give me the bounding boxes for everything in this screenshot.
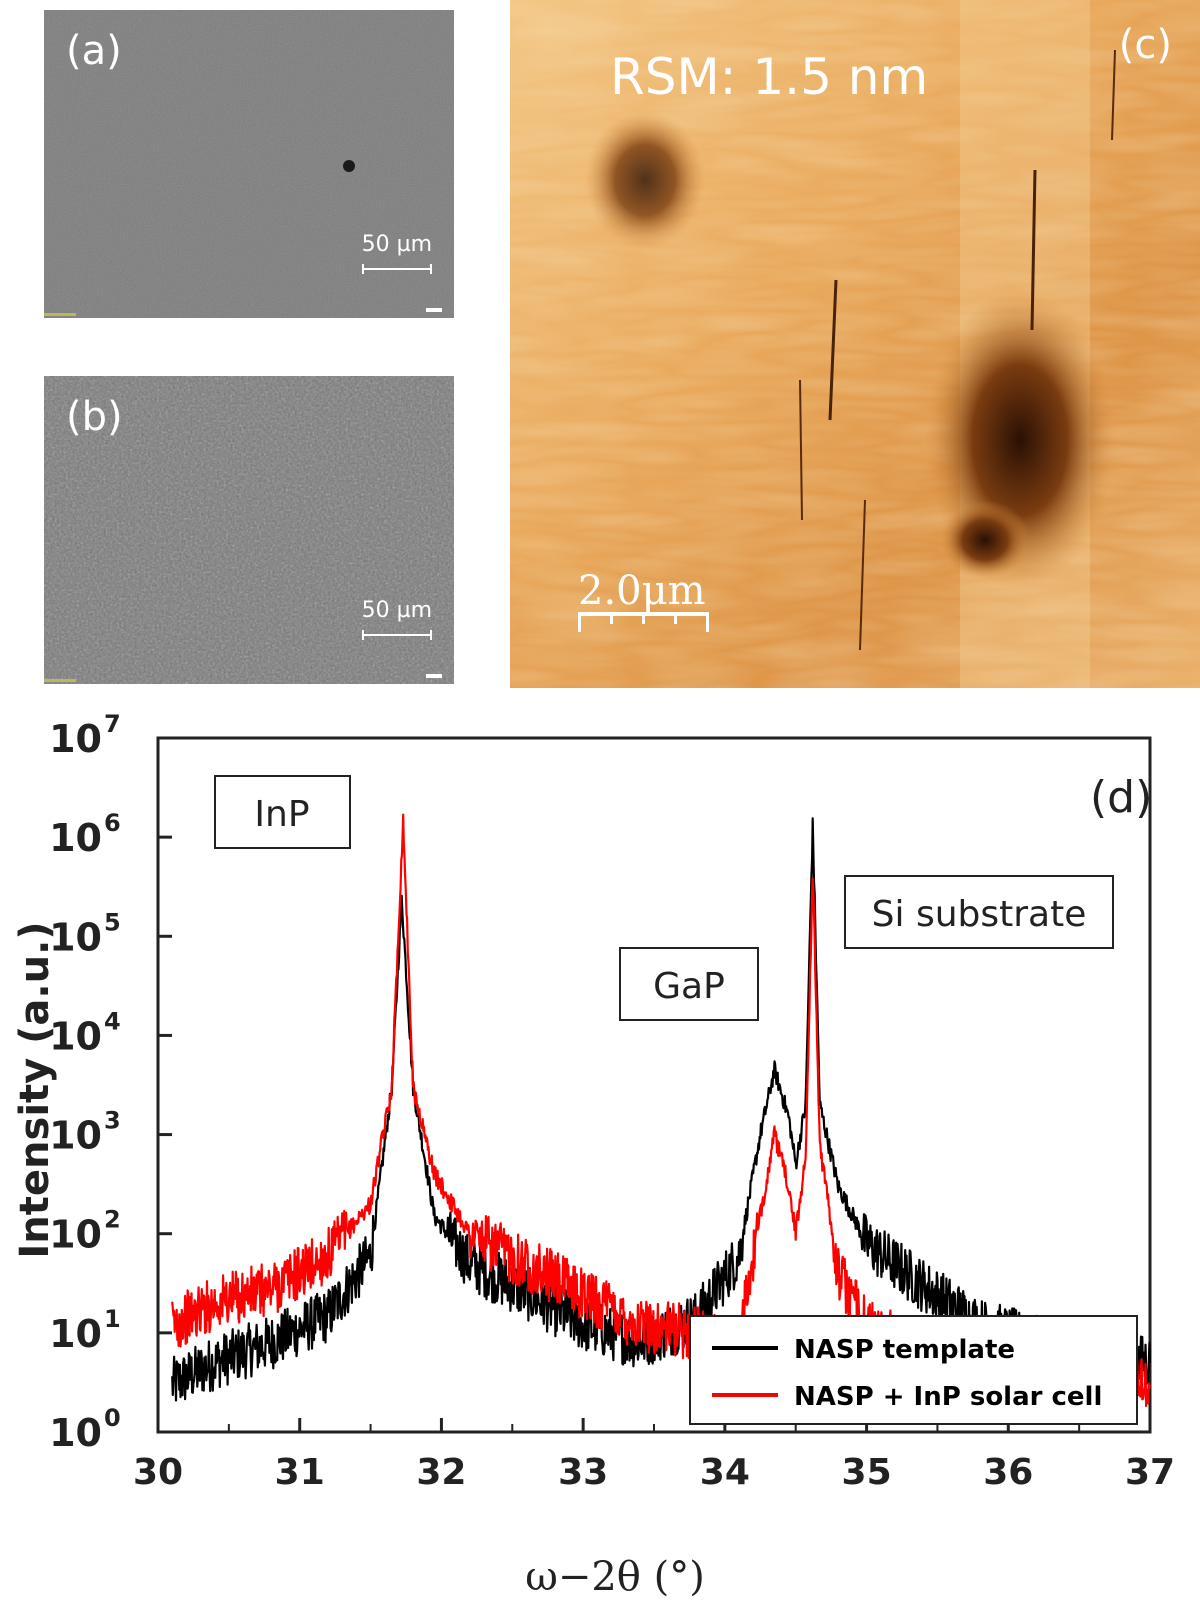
annotation-box — [844, 875, 1114, 949]
scale-bar-tick — [642, 612, 645, 624]
y-tick-label: 10 — [49, 717, 102, 761]
x-tick-label: 33 — [558, 1452, 608, 1493]
scale-bar-label-c: 2.0μm — [578, 568, 706, 614]
scale-bar-b — [362, 630, 432, 640]
annotation-text: InP — [254, 794, 309, 835]
scale-bar-tick — [706, 612, 709, 632]
scale-bar-tick — [578, 612, 581, 632]
sem-texture-a — [44, 10, 454, 318]
annotation-text: GaP — [653, 966, 725, 1007]
x-tick-label: 37 — [1125, 1452, 1175, 1493]
x-tick-label: 30 — [133, 1452, 183, 1493]
y-tick-exponent: 1 — [104, 1305, 121, 1333]
y-tick-label: 10 — [49, 816, 102, 860]
annotation-box — [619, 947, 759, 1021]
sem-image-b: (b) 50 µm — [44, 376, 454, 684]
annotation-inp: InP — [214, 775, 351, 849]
annotation-gap: GaP — [619, 947, 759, 1021]
y-tick-label: 10 — [49, 1114, 102, 1158]
sem-footer-marker-b — [44, 679, 76, 682]
scale-bar-label-a: 50 µm — [361, 232, 432, 257]
y-tick-exponent: 5 — [104, 908, 121, 936]
panel-label-c: (c) — [1118, 22, 1172, 68]
y-tick-exponent: 6 — [104, 809, 121, 837]
x-axis-label: ω−2θ (°) — [525, 1554, 705, 1600]
legend-label: NASP + InP solar cell — [794, 1382, 1102, 1412]
y-tick-exponent: 3 — [104, 1107, 121, 1135]
afm-topography — [510, 0, 1200, 688]
scale-bar-tick — [674, 612, 677, 624]
sem-footer-marker-a — [44, 313, 76, 316]
legend: NASP template NASP + InP solar cell — [689, 1315, 1138, 1425]
x-tick-label: 34 — [700, 1452, 750, 1493]
sem-footer-tick-a — [426, 308, 442, 312]
panel-label-d: (d) — [1090, 772, 1152, 823]
y-tick-label: 10 — [49, 1213, 102, 1257]
panel-label-a: (a) — [66, 28, 122, 74]
y-tick-label: 10 — [49, 915, 102, 959]
y-tick-exponent: 2 — [104, 1206, 121, 1234]
scale-bar-label-b: 50 µm — [361, 598, 432, 623]
sem-image-a: (a) 50 µm — [44, 10, 454, 318]
roughness-label: RSM: 1.5 nm — [610, 48, 929, 106]
panel-label-b: (b) — [66, 394, 123, 440]
surface-pit — [343, 160, 355, 172]
annotation-text: Si substrate — [872, 894, 1087, 935]
sem-footer-tick-b — [426, 674, 442, 678]
x-tick-label: 36 — [983, 1452, 1033, 1493]
y-tick-label: 10 — [49, 1014, 102, 1058]
legend-label: NASP template — [794, 1335, 1015, 1365]
scale-bar-a — [362, 264, 432, 274]
y-tick-label: 10 — [49, 1312, 102, 1356]
y-tick-label: 10 — [49, 1411, 102, 1455]
x-tick-label: 31 — [275, 1452, 325, 1493]
sem-texture-b — [44, 376, 454, 684]
scale-bar-tick — [610, 612, 613, 624]
annotation-box — [214, 775, 351, 849]
y-tick-exponent: 7 — [104, 710, 121, 738]
y-tick-exponent: 0 — [104, 1404, 121, 1432]
annotation-si-substrate: Si substrate — [844, 875, 1114, 949]
legend-box — [689, 1315, 1138, 1425]
afm-image-c: (c) RSM: 1.5 nm 2.0μm — [510, 0, 1200, 688]
y-tick-exponent: 4 — [104, 1007, 121, 1035]
x-tick-label: 35 — [842, 1452, 892, 1493]
y-axis-label: Intensity (a.u.) — [12, 921, 58, 1258]
x-tick-label: 32 — [416, 1452, 466, 1493]
